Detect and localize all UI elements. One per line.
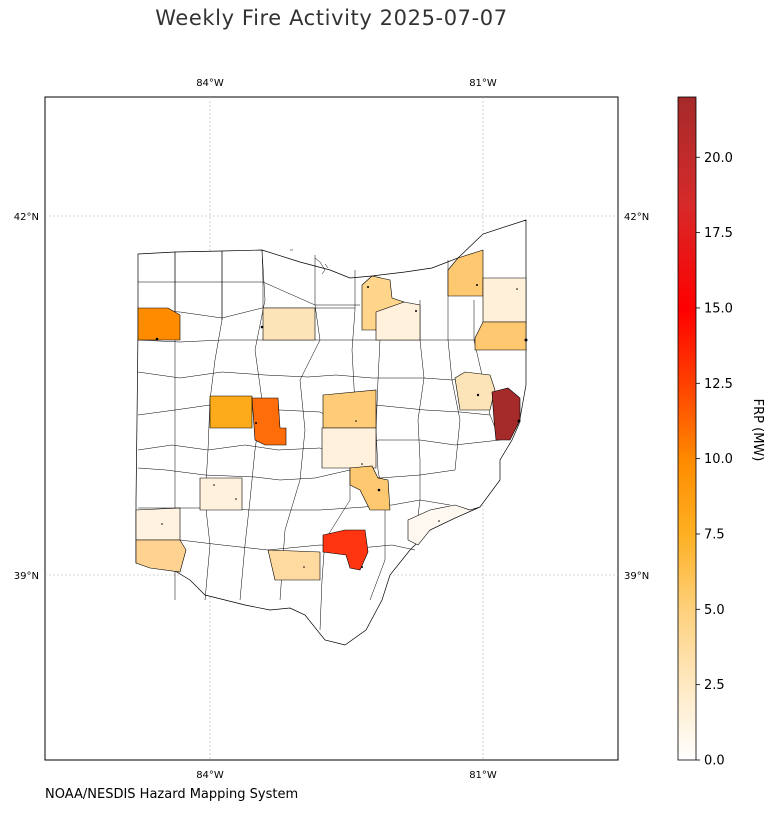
fire-point [415,310,417,312]
county-butler [135,507,181,541]
fire-point [161,523,163,525]
lon-tick-top-84w: 84°W [196,78,224,89]
fire-point [213,484,215,486]
lat-tick-left-42n: 42°N [14,212,39,223]
county-fills [135,249,527,581]
fire-point [377,488,381,492]
fire-point [367,286,369,288]
colorbar-ticks: 0.0 2.5 5.0 7.5 10.0 12.5 15.0 17.5 20.0 [696,151,733,769]
fire-point [155,337,159,341]
county-mahoning [474,321,527,351]
fire-point [438,520,440,522]
county-columbiana [454,371,496,411]
colorbar-tick-label: 20.0 [704,151,733,166]
colorbar-tick-label: 0.0 [704,754,725,769]
gridlines [45,97,618,760]
lat-tick-right-39n: 39°N [624,571,649,582]
fire-point [517,419,521,423]
county-logan [251,397,287,446]
colorbar-tick-label: 12.5 [704,377,733,392]
county-washington [407,504,481,546]
fire-point [303,566,305,568]
map-title: Weekly Fire Activity 2025-07-07 [155,6,508,30]
fire-point [361,566,363,568]
fire-point [361,463,363,465]
county-jefferson [491,387,521,441]
colorbar-tick-label: 17.5 [704,226,733,241]
county-knox [322,389,377,429]
fire-point [355,420,357,422]
county-brown [267,549,321,581]
fire-point [476,393,480,397]
colorbar-tick-label: 2.5 [704,678,725,693]
colorbar-gradient [677,96,697,761]
fire-point [476,284,478,286]
lon-tick-top-81w: 81°W [469,78,497,89]
lat-tick-right-42n: 42°N [624,212,649,223]
lon-tick-bottom-81w: 81°W [469,770,497,781]
county-geauga [447,249,484,297]
county-licking [321,427,377,469]
county-lorain [375,301,421,341]
fire-points [155,284,528,568]
colorbar-tick-label: 7.5 [704,527,725,542]
fire-point [235,498,237,500]
county-clark [199,477,243,511]
county-auglaize [209,395,253,429]
county-paulding [137,307,181,341]
lon-tick-bottom-84w: 84°W [196,770,224,781]
county-scioto [322,529,369,571]
county-hocking [349,465,391,511]
fire-point [260,325,264,329]
fire-point [524,338,528,342]
county-wood [262,307,316,341]
colorbar-tick-label: 5.0 [704,603,725,618]
colorbar-tick-label: 10.0 [704,452,733,467]
fire-point [516,288,518,290]
lake-erie-islands [290,249,329,275]
colorbar-title: FRP (MW) [750,399,765,462]
colorbar: 0.0 2.5 5.0 7.5 10.0 12.5 15.0 17.5 20.0 FRP (MW… [677,96,765,769]
fire-point [255,422,257,424]
lat-tick-left-39n: 39°N [14,571,39,582]
source-credit: NOAA/NESDIS Hazard Mapping System [45,787,299,802]
county-boundaries [136,249,526,631]
county-hamilton [135,539,187,573]
colorbar-tick-label: 15.0 [704,301,733,316]
county-ashtabula [482,277,527,323]
axis-tick-labels: 84°W 81°W 84°W 81°W 42°N 39°N 42°N 39°N [14,78,649,781]
